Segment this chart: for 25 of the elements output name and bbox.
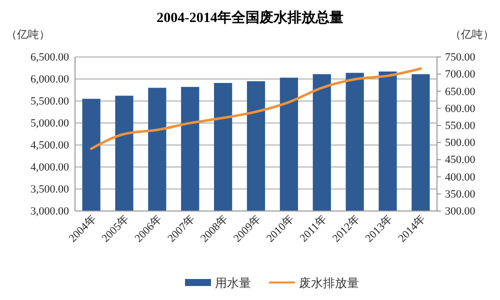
y2-tick-label: 550.00 [445, 120, 476, 132]
y-tick-label: 6,000.00 [30, 74, 70, 86]
y2-tick-label: 400.00 [445, 171, 476, 184]
y-tick-label: 5,500.00 [30, 96, 70, 108]
y2-tick-label: 450.00 [445, 154, 476, 166]
y2-tick-label: 600.00 [445, 102, 476, 115]
y2-tick-label: 350.00 [445, 188, 476, 200]
y2-tick-label: 300.00 [445, 206, 476, 218]
y-tick-label: 6,500.00 [30, 52, 70, 64]
y2-axis-title: （亿吨） [450, 28, 494, 41]
legend-label: 用水量 [215, 276, 251, 290]
y-tick-label: 3,000.00 [30, 206, 70, 218]
legend-label: 废水排放量 [299, 276, 359, 290]
y-axis-title: （亿吨） [6, 28, 50, 41]
y-tick-label: 3,500.00 [30, 184, 70, 196]
chart-title: 2004-2014年全国废水排放总量 [156, 9, 344, 26]
y-tick-label: 5,000.00 [30, 118, 70, 130]
y-tick-label: 4,000.00 [30, 162, 70, 174]
line-series [90, 67, 422, 150]
x-tick-label: 2011年 [298, 212, 330, 245]
y2-tick-label: 750.00 [445, 52, 476, 64]
y2-tick-label: 700.00 [445, 68, 476, 81]
y-tick-label: 4,500.00 [30, 140, 70, 152]
y2-tick-label: 500.00 [445, 137, 476, 150]
y2-tick-label: 650.00 [445, 86, 476, 98]
